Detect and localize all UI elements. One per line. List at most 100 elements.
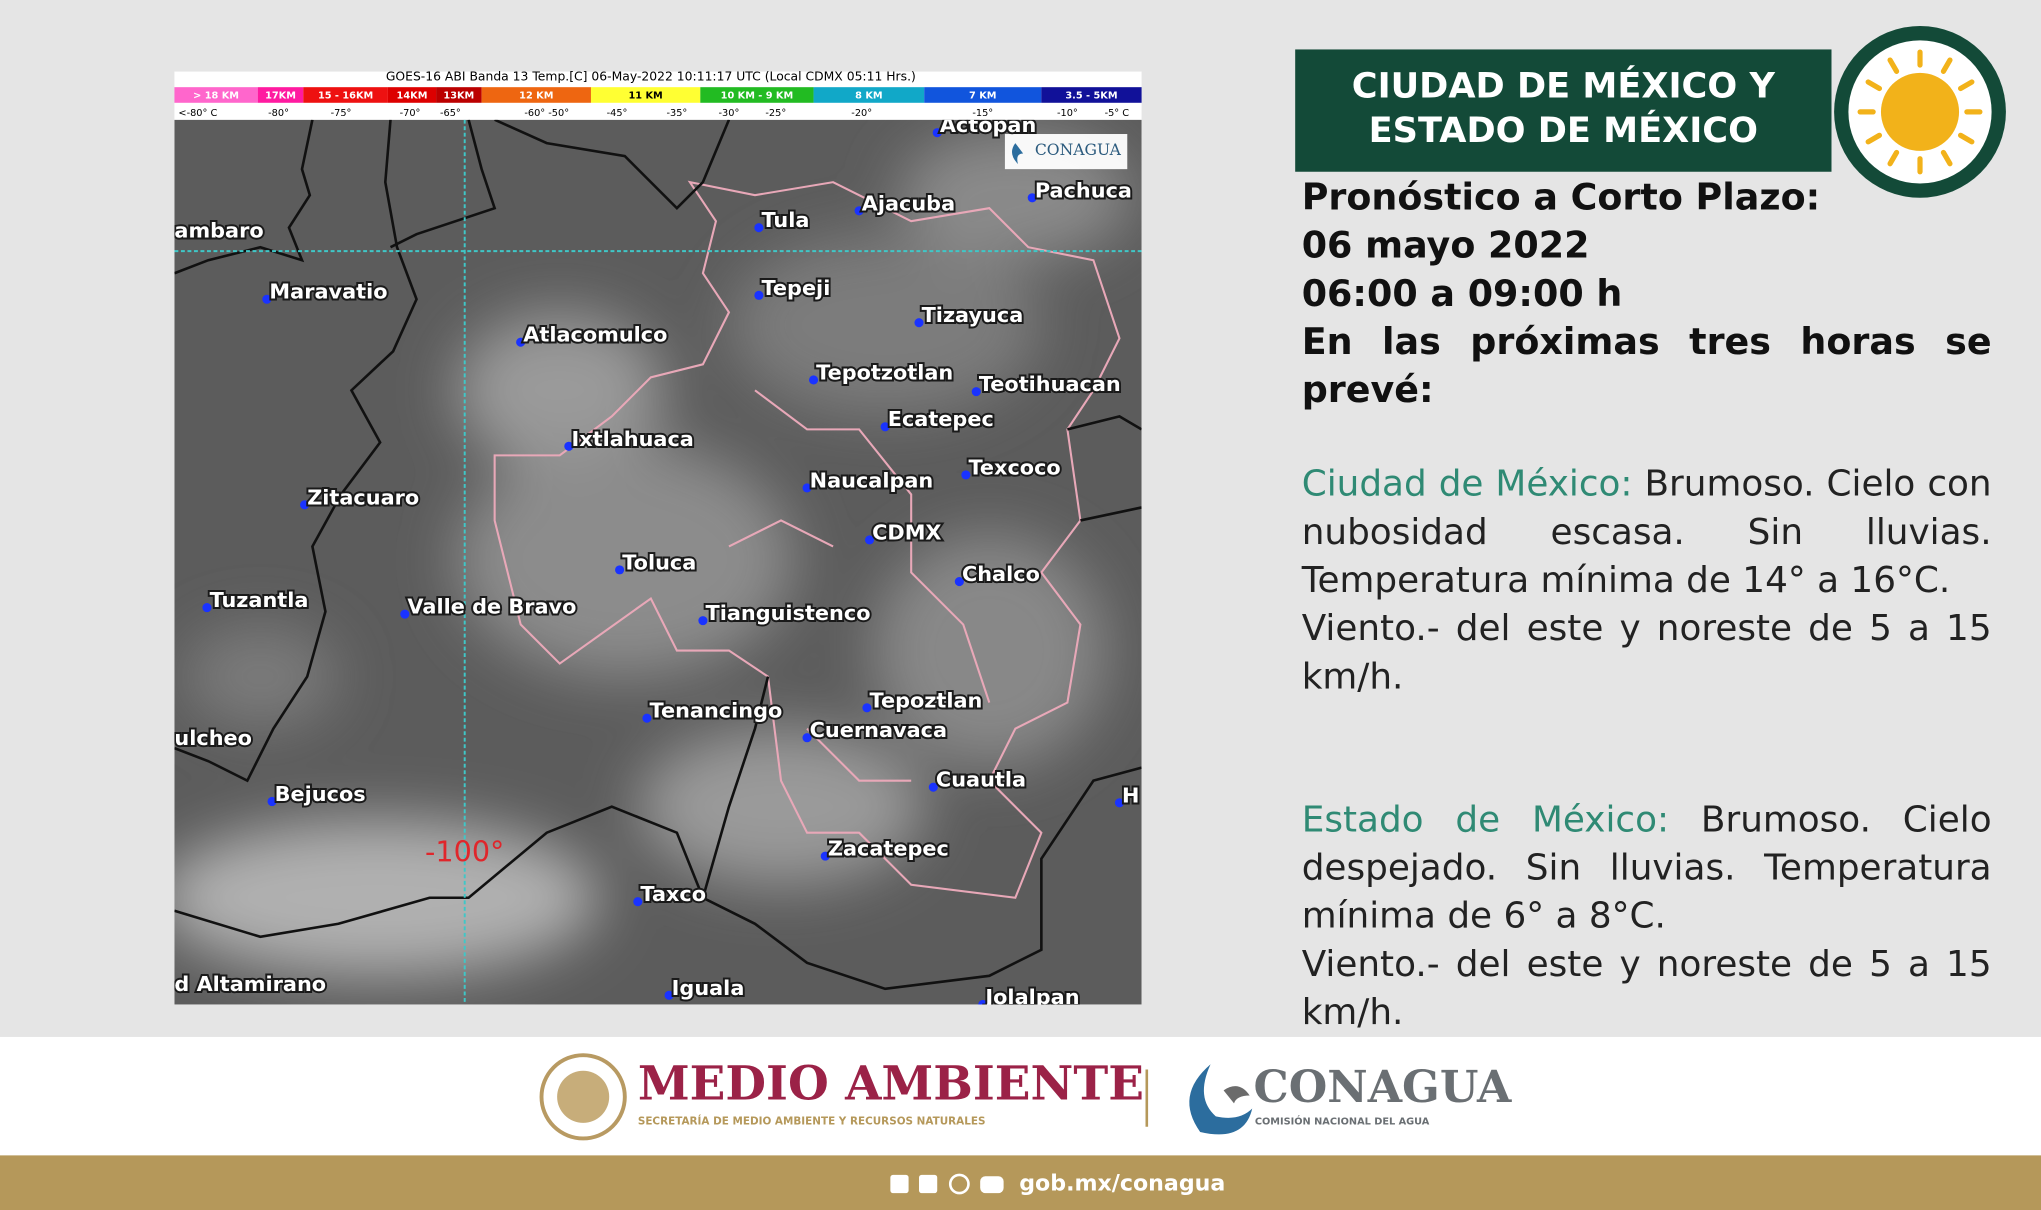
temperature-label: -15° (972, 108, 993, 119)
altitude-label: 13KM (443, 91, 474, 102)
color-scale-segment (174, 87, 258, 103)
place-marker (754, 290, 764, 300)
temperature-label: -45° (607, 108, 628, 119)
altitude-label: 17KM (265, 91, 296, 102)
place-label: Tuzantla (210, 588, 309, 612)
region-wind: Viento.- del este y noreste de 5 a 15 km… (1301, 607, 1992, 698)
altitude-label: 10 KM - 9 KM (721, 91, 794, 102)
place-label: Jolalpan (983, 985, 1079, 1009)
place-marker (809, 375, 819, 385)
place-marker (954, 577, 964, 587)
temperature-label: -30° (719, 108, 740, 119)
temperature-label: -60° -50° (524, 108, 569, 119)
region-conditions: Brumoso. Cielo despejado. Sin lluvias. T… (1301, 798, 1992, 937)
place-label: ambaro (174, 219, 263, 243)
color-scale-segment (1041, 87, 1142, 103)
map-title: GOES-16 ABI Banda 13 Temp.[C] 06-May-202… (386, 69, 916, 83)
altitude-label: 12 KM (519, 91, 553, 102)
region-name: Estado de México: (1301, 798, 1670, 841)
color-scale-segment (813, 87, 925, 103)
header-line: ESTADO DE MÉXICO (1368, 110, 1758, 151)
place-marker (642, 713, 652, 723)
place-label: Ecatepec (888, 407, 994, 431)
place-marker (854, 206, 864, 216)
forecast-intro: En las próximas tres horas se prevé: (1301, 320, 1992, 412)
place-marker (564, 441, 574, 451)
temperature-label: -35° (666, 108, 687, 119)
place-marker (820, 851, 830, 861)
place-label: Zitacuaro (307, 485, 419, 509)
place-marker (516, 337, 526, 347)
color-scale-segment (303, 87, 388, 103)
place-marker (864, 535, 875, 545)
place-marker (961, 470, 971, 480)
place-label: Atlacomulco (523, 323, 667, 347)
place-label: Tepeji (761, 276, 830, 300)
place-label: H (1122, 783, 1139, 807)
color-scale-segment (924, 87, 1042, 103)
altitude-label: > 18 KM (193, 91, 239, 102)
region-name: Ciudad de México: (1301, 463, 1633, 505)
header-line: CIUDAD DE MÉXICO Y (1351, 66, 1775, 107)
temperature-label: -65° (440, 108, 461, 119)
region-forecast: Ciudad de México: Brumoso. Cielo con nub… (1302, 461, 1992, 702)
agency-subtitle: COMISIÓN NACIONAL DEL AGUA (1255, 1115, 1430, 1128)
sun-ray (1940, 57, 1953, 74)
sun-ray (1887, 57, 1900, 74)
place-marker (615, 565, 625, 575)
sun-ray (1865, 132, 1883, 145)
agency-name: CONAGUA (1254, 1061, 1513, 1113)
place-marker (400, 609, 410, 619)
place-marker (862, 703, 872, 713)
temperature-label: -5° C (1105, 108, 1130, 119)
satellite-map: Actopan Pachuca ambaro Tula Ajacuba Maravatio… (174, 113, 1142, 1009)
place-marker (802, 733, 812, 743)
place-label: ulcheo (174, 726, 252, 750)
place-marker (698, 616, 708, 626)
place-marker (262, 294, 272, 304)
temperature-label: <-80° C (178, 108, 217, 119)
place-marker (928, 782, 938, 792)
place-label: Chalco (962, 562, 1040, 586)
altitude-label: 15 - 16KM (318, 91, 373, 102)
place-marker (880, 422, 890, 432)
place-label: Maravatio (269, 280, 387, 304)
forecast-heading: Pronóstico a Corto Plazo: (1301, 175, 1821, 219)
place-label: Valle de Bravo (407, 595, 576, 619)
forecast-time: 06:00 a 09:00 h (1301, 271, 1623, 315)
color-scale-segment (590, 87, 701, 103)
place-marker (267, 796, 277, 807)
place-label: Toluca (622, 550, 696, 574)
place-marker (300, 500, 310, 510)
sun-ray (1887, 149, 1900, 167)
sun-ray (1957, 79, 1975, 92)
place-label: Tula (761, 208, 809, 232)
place-label: Ixtlahuaca (571, 427, 693, 451)
place-label: Iguala (672, 976, 745, 1000)
region-wind: Viento.- del este y noreste de 5 a 15 km… (1301, 943, 1992, 1034)
temperature-label: -70° (400, 108, 421, 119)
place-label: Actopan (940, 113, 1036, 137)
place-marker (971, 387, 981, 397)
place-marker (1114, 798, 1125, 808)
ministry-name: MEDIO AMBIENTE (638, 1057, 1144, 1112)
place-label: Tepoztlan (870, 688, 983, 712)
region-conditions: Brumoso. Cielo con nubosidad escasa. Sin… (1301, 463, 1992, 602)
color-scale-segment (436, 87, 482, 103)
color-scale-segment (481, 87, 591, 103)
place-label: Taxco (640, 882, 706, 906)
color-scale-segment (700, 87, 814, 103)
altitude-label: 11 KM (629, 91, 663, 102)
color-scale-segment (257, 87, 304, 103)
sun-ray (1865, 79, 1883, 92)
place-label: Tepotzotlan (816, 360, 953, 384)
place-label: Ajacuba (862, 191, 955, 215)
header-title: CIUDAD DE MÉXICO Y ESTADO DE MÉXICO (1295, 49, 1832, 172)
place-label: Cuernavaca (810, 718, 947, 742)
sun-ray (1940, 149, 1953, 167)
place-label: Teotihuacan (979, 372, 1121, 396)
place-label: Naucalpan (810, 468, 934, 492)
altitude-label: 14KM (397, 91, 428, 102)
